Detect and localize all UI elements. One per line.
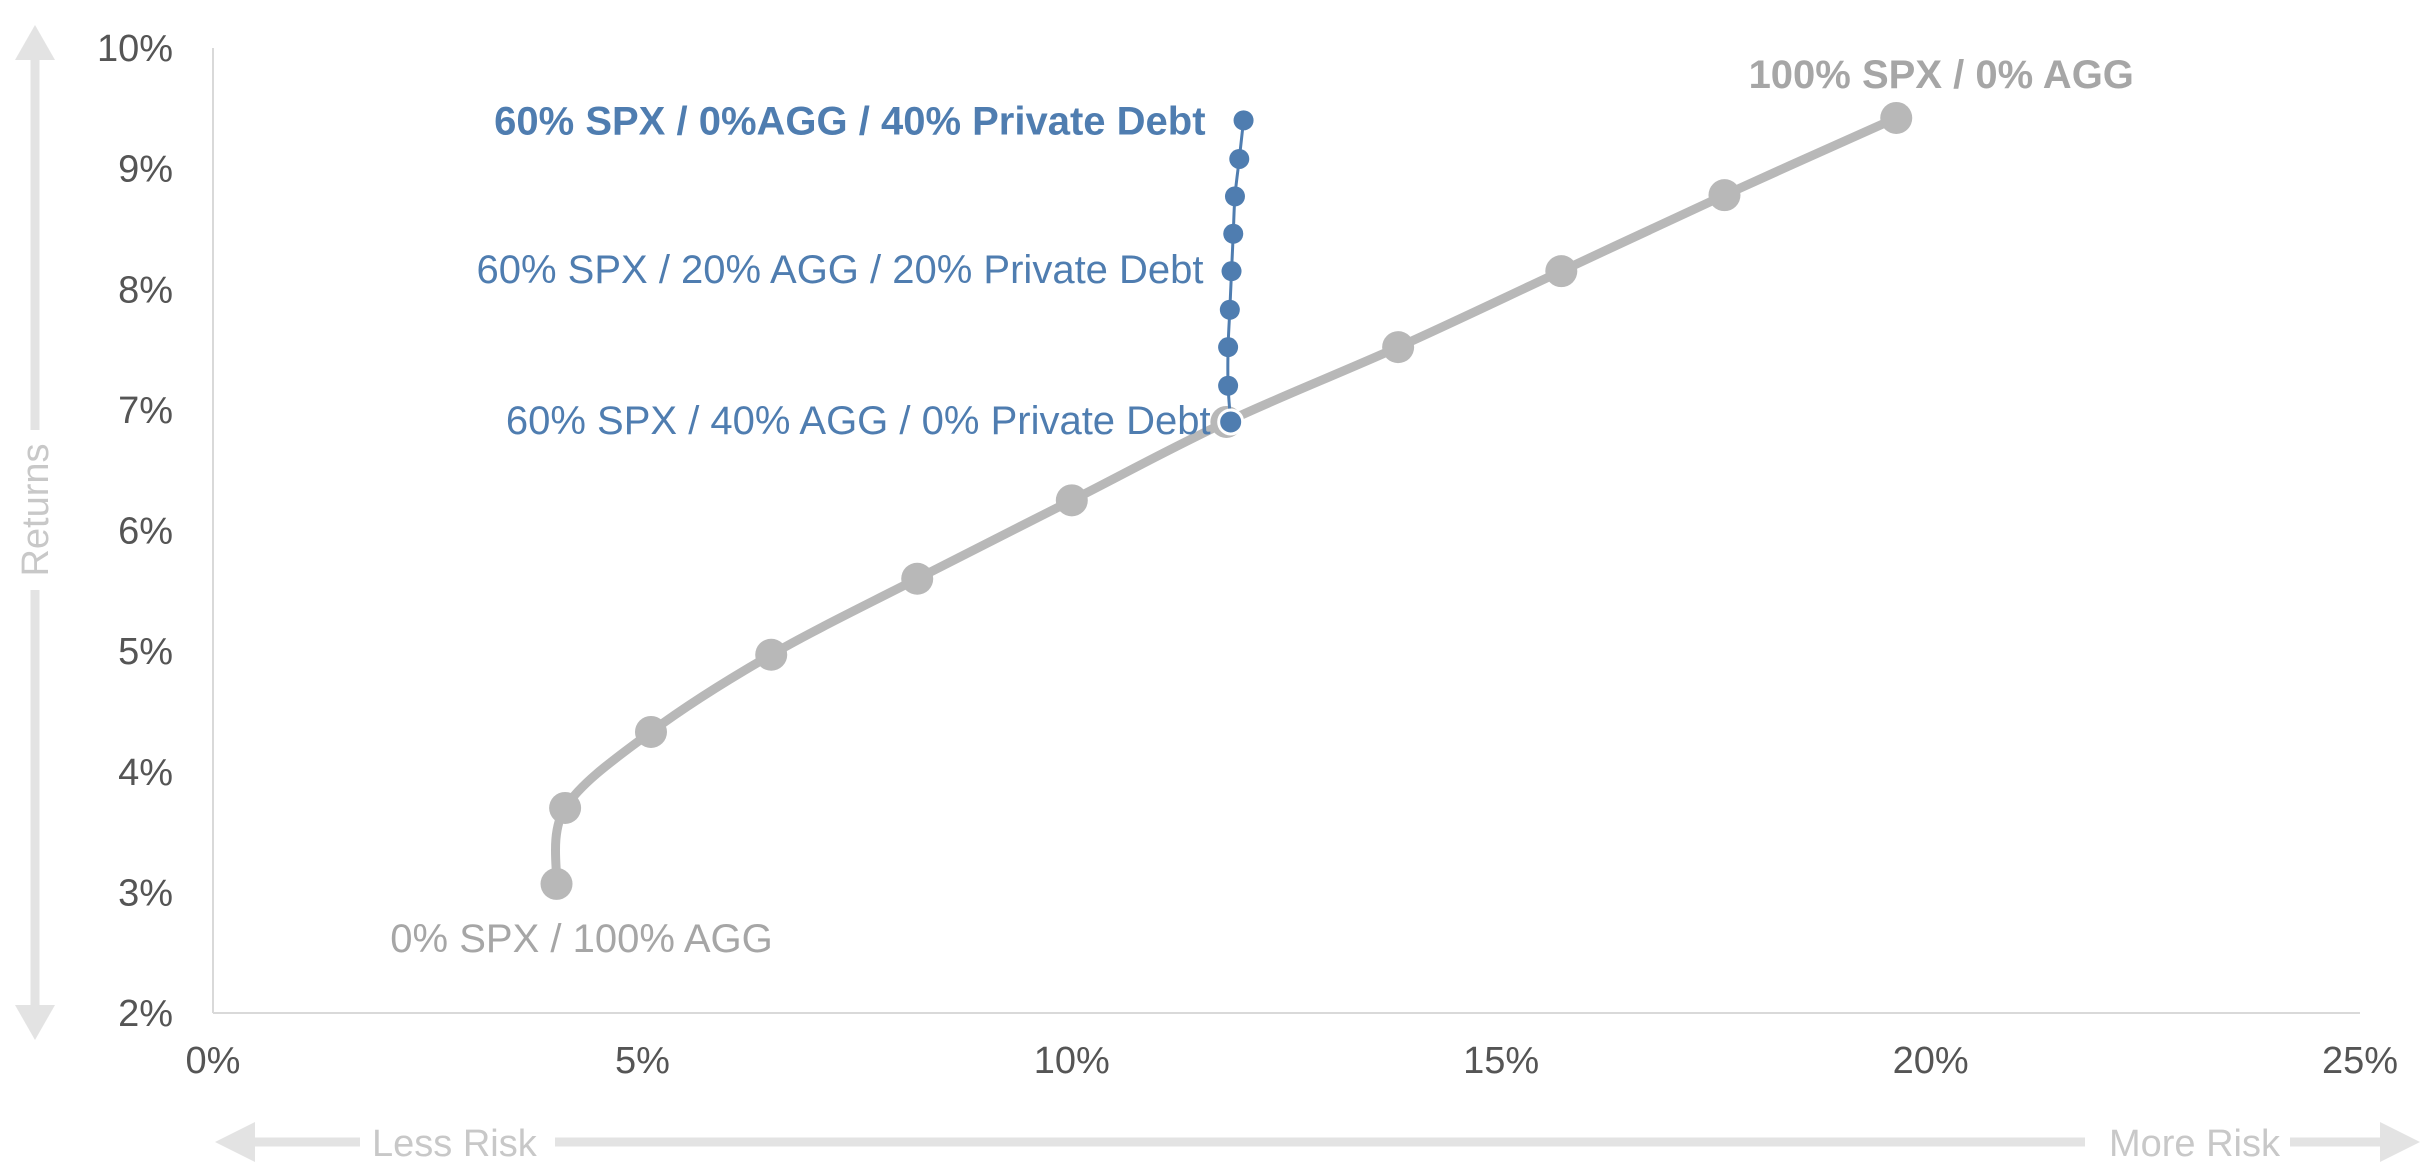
y-tick-label: 2% xyxy=(118,993,173,1035)
x-arrow-left-icon xyxy=(215,1122,255,1162)
frontier-data-point xyxy=(1708,179,1741,212)
private-debt-data-point xyxy=(1219,299,1240,320)
y-axis-label: Returns xyxy=(15,443,57,576)
less-risk-label: Less Risk xyxy=(372,1123,538,1165)
annotation-label: 100% SPX / 0% AGG xyxy=(1749,53,2134,97)
annotation-label: 60% SPX / 40% AGG / 0% Private Debt xyxy=(506,399,1211,443)
x-tick-label: 20% xyxy=(1893,1040,1969,1082)
y-arrow-down-icon xyxy=(15,1005,55,1040)
junction-data-point xyxy=(1217,408,1245,436)
x-tick-label: 10% xyxy=(1034,1040,1110,1082)
annotation-label: 60% SPX / 20% AGG / 20% Private Debt xyxy=(477,248,1204,292)
y-tick-label: 4% xyxy=(118,752,173,794)
y-arrow-up-icon xyxy=(15,25,55,60)
private-debt-data-point xyxy=(1233,110,1254,131)
y-tick-label: 10% xyxy=(97,28,173,70)
x-arrow-right-icon xyxy=(2380,1122,2420,1162)
x-tick-labels: 0% 5% 10% 15% 20% 25% xyxy=(186,1040,2398,1082)
annotation-label: 60% SPX / 0%AGG / 40% Private Debt xyxy=(494,99,1205,143)
frontier-data-point xyxy=(1382,331,1415,364)
private-debt-data-point xyxy=(1218,375,1239,396)
more-risk-label: More Risk xyxy=(2109,1123,2281,1165)
annotation-layer: 60% SPX / 0%AGG / 40% Private Debt 60% SP… xyxy=(390,53,2134,961)
y-direction-arrow: Returns xyxy=(15,25,57,1040)
y-tick-labels: 2% 3% 4% 5% 6% 7% 8% 9% 10% xyxy=(97,28,173,1035)
private-debt-data-point xyxy=(1218,337,1239,358)
y-tick-label: 9% xyxy=(118,149,173,191)
y-tick-label: 5% xyxy=(118,631,173,673)
private-debt-data-point xyxy=(1221,261,1242,282)
frontier-data-point xyxy=(901,562,934,595)
series-layer xyxy=(540,101,1913,900)
x-tick-label: 5% xyxy=(615,1040,670,1082)
y-tick-label: 8% xyxy=(118,269,173,311)
private-debt-data-point xyxy=(1224,186,1245,207)
x-tick-label: 0% xyxy=(186,1040,241,1082)
frontier-data-point xyxy=(1545,255,1578,288)
x-tick-label: 15% xyxy=(1463,1040,1539,1082)
frontier-data-point xyxy=(549,791,582,824)
frontier-data-point xyxy=(755,638,788,671)
y-tick-label: 7% xyxy=(118,390,173,432)
annotation-label: 0% SPX / 100% AGG xyxy=(390,917,772,961)
frontier-data-point xyxy=(1880,101,1913,134)
frontier-data-point xyxy=(540,867,573,900)
y-tick-label: 3% xyxy=(118,872,173,914)
x-tick-label: 25% xyxy=(2322,1040,2398,1082)
private-debt-data-point xyxy=(1229,148,1250,169)
x-direction-arrow: Less Risk More Risk xyxy=(215,1122,2420,1165)
frontier-data-point xyxy=(1055,484,1088,517)
frontier-data-point xyxy=(634,715,667,748)
y-tick-label: 6% xyxy=(118,511,173,553)
private-debt-data-point xyxy=(1223,223,1244,244)
